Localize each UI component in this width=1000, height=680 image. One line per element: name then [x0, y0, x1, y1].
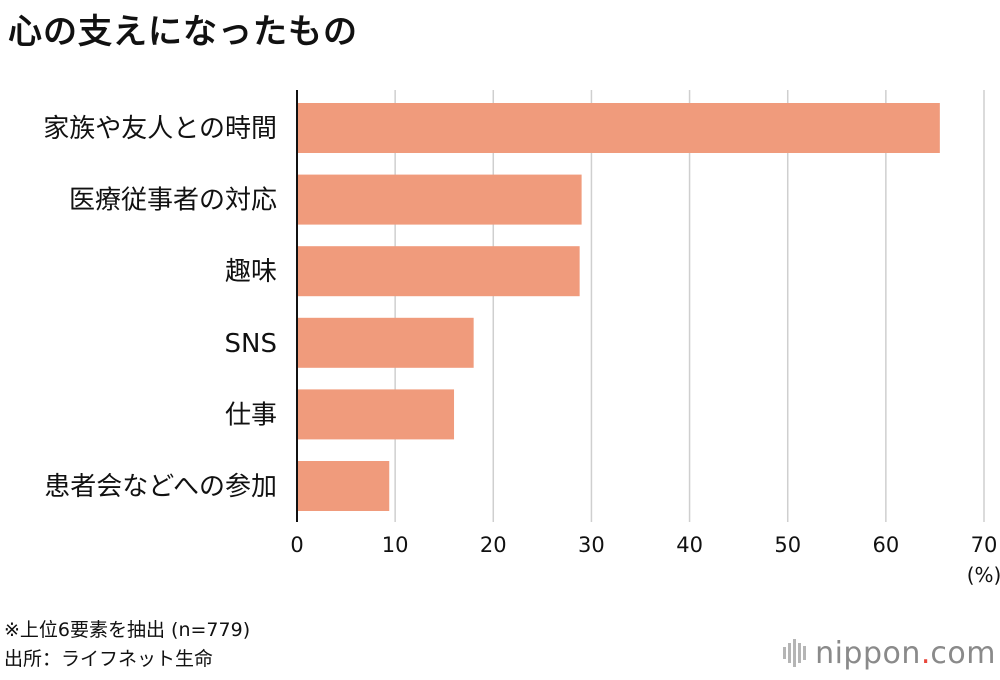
x-tick-label: 60: [872, 533, 899, 557]
chart-title: 心の支えになったもの: [8, 12, 358, 52]
logo-name: nippon: [815, 635, 921, 671]
bar: [297, 103, 940, 153]
bar: [297, 246, 580, 297]
category-label: 医療従事者の対応: [69, 186, 277, 216]
bar: [297, 174, 582, 225]
x-tick-label: 70: [971, 533, 998, 557]
sound-wave-icon: [783, 639, 807, 667]
x-tick-label: 30: [578, 533, 605, 557]
x-tick-label: 0: [290, 533, 303, 557]
sample-note: ※上位6要素を抽出 (n=779): [4, 619, 251, 641]
category-label: 家族や友人との時間: [43, 114, 277, 144]
category-label: 患者会などへの参加: [44, 472, 277, 502]
logo-dot: .: [920, 635, 931, 671]
category-label: 仕事: [225, 400, 277, 430]
category-label: SNS: [225, 329, 277, 359]
x-tick-label: 10: [382, 533, 409, 557]
category-label: 趣味: [225, 257, 277, 287]
x-tick-label: 50: [774, 533, 801, 557]
nippon-logo[interactable]: nippon. com: [783, 633, 996, 673]
x-tick-label: 40: [676, 533, 703, 557]
x-unit-label: (%): [967, 563, 1000, 587]
bar: [297, 317, 474, 368]
logo-tld: com: [930, 635, 996, 671]
source-note: 出所：ライフネット生命: [4, 648, 214, 670]
bar: [297, 461, 390, 511]
x-tick-label: 20: [480, 533, 507, 557]
bar: [297, 389, 455, 440]
